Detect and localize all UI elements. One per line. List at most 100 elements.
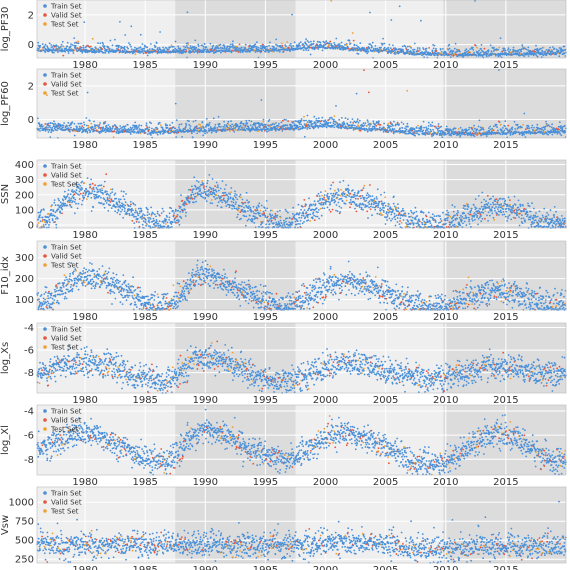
train-point: [232, 201, 235, 204]
train-point: [116, 211, 119, 214]
train-point: [134, 121, 137, 124]
train-point: [215, 190, 218, 193]
train-point: [52, 129, 55, 132]
train-point: [149, 217, 152, 220]
train-point: [153, 44, 156, 47]
train-point: [107, 46, 110, 49]
train-point: [366, 119, 369, 122]
train-point: [55, 44, 58, 47]
train-point: [97, 184, 100, 187]
train-point: [404, 45, 407, 48]
train-point: [289, 43, 292, 45]
train-point: [150, 213, 153, 216]
train-point: [542, 133, 544, 136]
train-point: [174, 47, 177, 50]
train-point: [320, 119, 323, 122]
valid-point: [112, 125, 115, 128]
train-point: [280, 48, 283, 51]
train-point: [230, 200, 233, 203]
test-point: [303, 115, 305, 118]
valid-point: [173, 214, 175, 217]
test-point: [189, 196, 191, 198]
y-tick-label: 2: [28, 10, 34, 21]
train-point: [129, 205, 132, 208]
train-point: [265, 200, 268, 202]
train-point: [241, 198, 244, 201]
train-point: [526, 127, 529, 130]
train-point: [216, 127, 219, 129]
train-point: [42, 224, 45, 226]
train-point: [333, 126, 336, 129]
train-point: [44, 43, 47, 46]
train-point: [185, 124, 188, 126]
test-point: [146, 223, 149, 226]
train-point: [102, 126, 105, 129]
valid-point: [224, 194, 226, 197]
train-point: [299, 125, 301, 128]
test-point: [242, 126, 245, 129]
train-point: [48, 124, 51, 127]
train-point: [275, 122, 277, 124]
train-point: [443, 54, 446, 57]
train-point: [47, 216, 50, 219]
train-point: [77, 42, 80, 45]
train-point: [300, 120, 303, 122]
valid-point: [534, 51, 537, 53]
train-point: [425, 49, 427, 52]
train-point: [202, 196, 205, 199]
test-point: [253, 49, 256, 51]
train-point: [336, 44, 338, 47]
train-point: [88, 119, 91, 122]
train-point: [158, 46, 161, 49]
train-point: [400, 121, 403, 124]
train-point: [260, 99, 263, 101]
train-point: [115, 132, 118, 134]
train-point: [118, 198, 120, 201]
train-point: [146, 133, 149, 136]
train-point: [541, 50, 544, 53]
train-point: [226, 199, 229, 202]
train-point: [382, 130, 385, 133]
train-point: [48, 224, 50, 226]
train-point: [46, 45, 49, 48]
train-point: [227, 198, 230, 201]
train-point: [220, 196, 222, 199]
train-point: [148, 48, 151, 50]
train-point: [108, 197, 111, 200]
train-point: [376, 47, 379, 50]
train-point: [452, 50, 455, 52]
train-point: [243, 206, 245, 209]
valid-point: [558, 128, 560, 131]
train-point: [180, 194, 182, 197]
train-point: [414, 134, 416, 137]
train-point: [168, 216, 171, 219]
train-point: [241, 208, 244, 211]
train-point: [221, 47, 224, 50]
test-point: [239, 196, 242, 199]
train-point: [347, 118, 349, 121]
train-point: [430, 130, 433, 133]
train-point: [81, 51, 84, 54]
train-point: [203, 191, 206, 194]
train-point: [242, 202, 245, 205]
train-point: [523, 133, 525, 136]
train-point: [124, 204, 127, 207]
train-point: [69, 130, 71, 133]
train-point: [142, 52, 145, 55]
train-point: [221, 201, 224, 204]
test-point: [476, 46, 478, 49]
train-point: [156, 48, 159, 51]
train-point: [329, 121, 332, 124]
train-point: [249, 124, 252, 126]
train-point: [143, 129, 146, 132]
train-point: [547, 124, 550, 127]
train-point: [504, 49, 507, 52]
test-point: [330, 0, 333, 2]
train-point: [156, 220, 158, 223]
train-point: [139, 46, 142, 49]
train-point: [238, 47, 241, 50]
train-point: [162, 222, 165, 224]
train-point: [121, 208, 124, 211]
train-point: [220, 206, 223, 209]
train-point: [117, 46, 120, 49]
